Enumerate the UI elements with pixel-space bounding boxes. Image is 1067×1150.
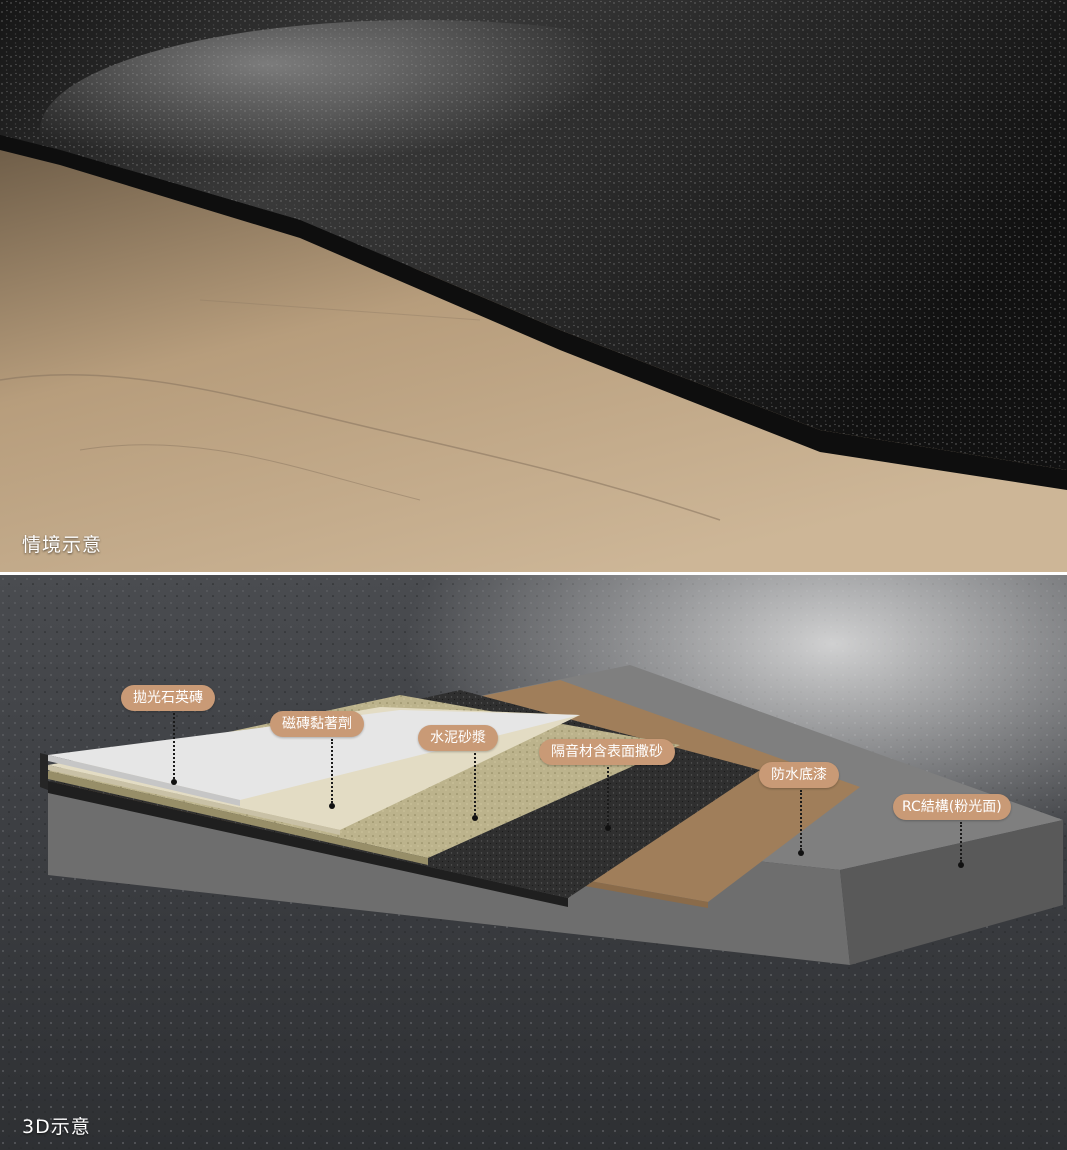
marker-insulation [605, 825, 611, 831]
label-polished-tile: 拋光石英磚 [121, 685, 215, 711]
label-insulation: 隔音材含表面撒砂 [539, 739, 675, 765]
leader-rc-structure [960, 822, 962, 862]
leader-insulation [607, 767, 609, 825]
label-tile-adhesive: 磁磚黏著劑 [270, 711, 364, 737]
leader-polished-tile [173, 713, 175, 779]
layer-diagram [0, 575, 1067, 1150]
marker-polished-tile [171, 779, 177, 785]
label-rc-structure: RC結構(粉光面) [893, 794, 1011, 820]
scene-photo [0, 0, 1067, 572]
layer-diagram-panel: 拋光石英磚 磁磚黏著劑 水泥砂漿 隔音材含表面撒砂 防水底漆 RC結構(粉光面)… [0, 575, 1067, 1150]
scene-caption: 情境示意 [22, 534, 103, 556]
label-cement-mortar: 水泥砂漿 [418, 725, 498, 751]
render-caption: 3D示意 [22, 1116, 91, 1138]
leader-cement-mortar [474, 753, 476, 815]
scene-photo-panel: 情境示意 [0, 0, 1067, 572]
rc-slab-side [840, 820, 1063, 965]
marker-cement-mortar [472, 815, 478, 821]
label-waterproof-primer: 防水底漆 [759, 762, 839, 788]
marker-rc-structure [958, 862, 964, 868]
marker-waterproof-primer [798, 850, 804, 856]
leader-waterproof-primer [800, 790, 802, 850]
leader-tile-adhesive [331, 739, 333, 803]
marker-tile-adhesive [329, 803, 335, 809]
